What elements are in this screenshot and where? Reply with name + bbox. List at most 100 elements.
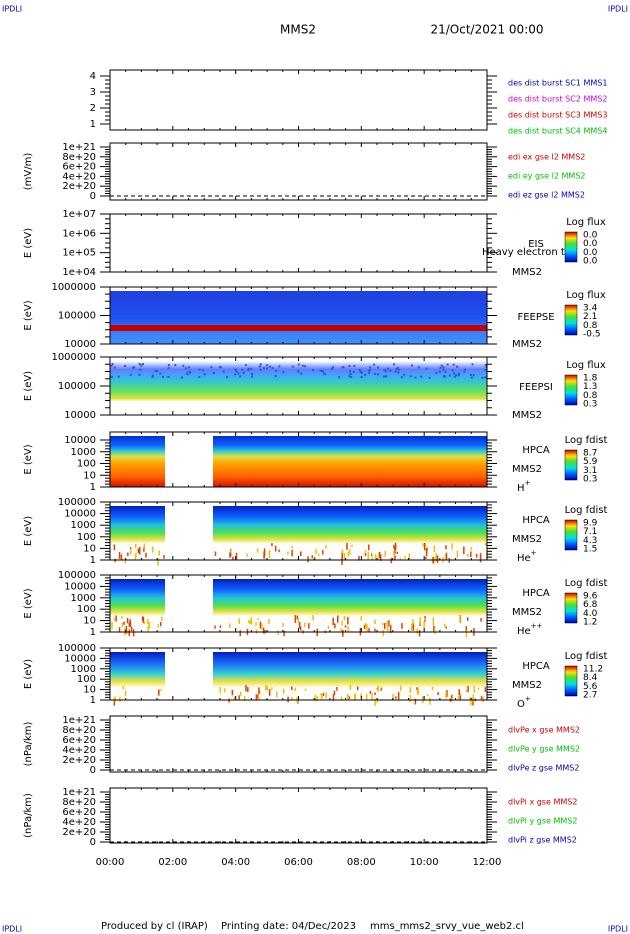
spectrogram — [110, 291, 487, 344]
y-tick-label: 2e+20 — [62, 181, 96, 192]
speckle — [481, 376, 484, 379]
data-gap — [165, 502, 213, 560]
speckle — [393, 544, 395, 549]
speckle — [307, 556, 309, 563]
speckle — [167, 375, 170, 378]
y-tick-label: 100 — [77, 604, 96, 615]
speckle — [423, 542, 426, 551]
speckle — [473, 685, 475, 693]
speckle — [340, 696, 343, 701]
speckle — [342, 366, 345, 369]
speckle — [367, 369, 370, 372]
speckle — [250, 375, 253, 378]
speckle — [278, 549, 280, 552]
speckle — [113, 544, 116, 551]
speckle — [377, 373, 380, 376]
y-label: (nPa/km) — [23, 793, 34, 838]
speckle — [239, 375, 242, 378]
colorbar-tick: 9.6 — [583, 592, 598, 602]
speckle — [368, 371, 371, 374]
speckle — [347, 551, 350, 557]
speckle — [394, 555, 396, 561]
speckle — [349, 549, 351, 554]
speckle — [439, 366, 442, 369]
speckle — [275, 691, 278, 698]
speckle — [184, 367, 187, 370]
speckle — [229, 623, 231, 629]
speckle — [124, 558, 127, 564]
speckle — [233, 696, 235, 701]
corner-label: IPDLI — [2, 925, 22, 934]
y-tick-label: 10000 — [64, 339, 96, 350]
speckle — [466, 617, 469, 621]
speckle — [139, 368, 142, 371]
speckle — [128, 629, 131, 636]
y-label: E (eV) — [23, 659, 34, 689]
speckle — [428, 376, 431, 379]
speckle — [321, 370, 324, 373]
speckle — [389, 625, 392, 630]
speckle — [375, 555, 377, 559]
legend-entry: edi ez gse l2 MMS2 — [508, 191, 585, 200]
speckle — [261, 622, 263, 630]
speckle — [129, 547, 132, 550]
y-tick-label: 10000 — [64, 653, 96, 664]
speckle — [484, 364, 487, 367]
speckle — [139, 546, 141, 555]
speckle — [426, 694, 429, 697]
speckle — [416, 628, 419, 634]
speckle — [435, 371, 438, 374]
speckle — [395, 368, 398, 371]
speckle — [445, 626, 447, 629]
y-label: E (eV) — [23, 228, 34, 258]
speckle — [123, 364, 126, 367]
speckle — [251, 372, 254, 375]
speckle — [425, 548, 428, 557]
speckle — [446, 690, 448, 697]
speckle — [239, 630, 241, 637]
y-label: E (eV) — [23, 444, 34, 474]
speckle — [268, 618, 270, 624]
speckle — [317, 553, 320, 556]
speckle — [380, 688, 382, 691]
speckle — [304, 365, 307, 368]
spacecraft-label: MMS2 — [512, 339, 542, 350]
y-label: E (eV) — [23, 588, 34, 618]
speckle — [265, 364, 268, 367]
speckle — [277, 630, 279, 635]
speckle — [365, 622, 367, 627]
speckle — [377, 685, 379, 692]
speckle — [452, 363, 455, 366]
speckle — [359, 371, 362, 374]
speckle — [135, 552, 137, 558]
legend-entry: dlvPi z gse MMS2 — [508, 836, 577, 845]
speckle — [465, 689, 467, 692]
colorbar-tick: 0.0 — [583, 231, 598, 241]
charge: + — [525, 695, 531, 703]
panel-frame — [109, 142, 488, 201]
speckle — [259, 363, 262, 366]
speckle — [356, 686, 359, 691]
instrument-label: EIS — [528, 239, 544, 250]
colorbar-tick: 5.6 — [583, 682, 598, 692]
speckle — [161, 375, 164, 378]
speckle — [371, 692, 373, 701]
speckle — [113, 366, 116, 369]
speckle — [167, 367, 170, 370]
speckle — [314, 555, 316, 561]
speckle — [159, 372, 162, 375]
speckle — [268, 689, 271, 696]
speckle — [264, 629, 266, 633]
speckle — [414, 376, 417, 379]
colorbar-title: Log flux — [566, 217, 606, 228]
y-tick-label: 1000 — [71, 593, 96, 604]
speckle — [459, 695, 462, 700]
speckle — [470, 551, 472, 558]
speckle — [291, 365, 294, 368]
speckle — [327, 625, 330, 629]
speckle — [451, 543, 453, 550]
legend-entry: dlvPe y gse MMS2 — [508, 745, 580, 754]
y-tick-label: 4e+20 — [62, 817, 96, 828]
speckle — [282, 688, 285, 694]
